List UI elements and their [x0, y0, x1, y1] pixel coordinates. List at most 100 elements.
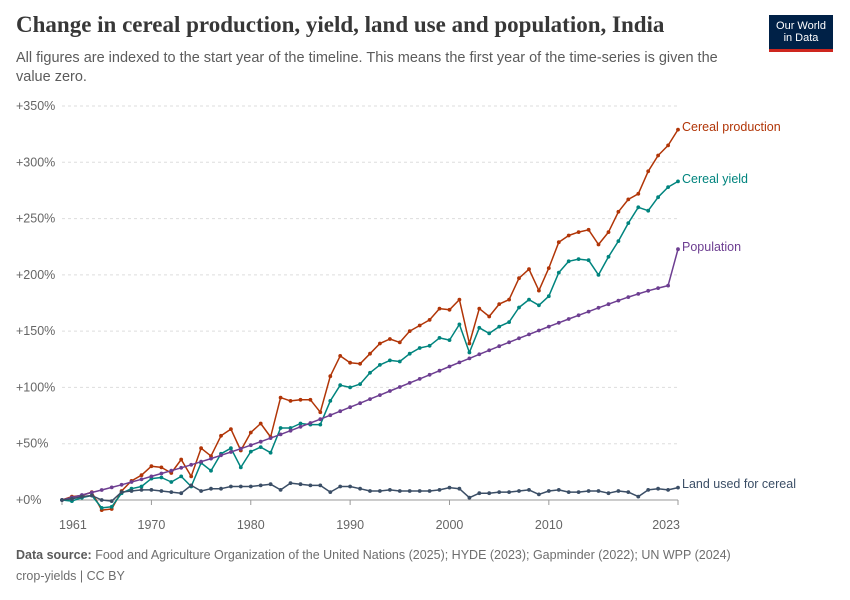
series-label: Land used for cereal	[682, 477, 796, 491]
data-point	[537, 492, 541, 497]
data-point	[278, 432, 283, 437]
data-point	[318, 417, 323, 422]
data-point	[467, 341, 472, 346]
data-point	[397, 489, 402, 493]
credit-line[interactable]: crop-yields | CC BY	[16, 569, 125, 583]
data-point	[576, 313, 581, 318]
data-point	[338, 383, 343, 388]
data-point	[566, 259, 571, 264]
data-point	[308, 483, 313, 488]
data-point	[407, 329, 412, 333]
data-point	[318, 410, 323, 415]
data-point	[527, 297, 531, 302]
data-point	[487, 348, 492, 353]
data-point	[427, 372, 432, 377]
data-point	[388, 389, 392, 393]
data-point	[636, 494, 641, 499]
data-point	[437, 306, 442, 311]
data-point	[169, 480, 174, 484]
data-point	[169, 490, 174, 494]
data-point	[636, 292, 641, 296]
data-point	[507, 490, 511, 494]
data-point	[268, 436, 273, 440]
data-point	[397, 359, 402, 364]
data-point	[89, 493, 94, 498]
data-point	[656, 195, 660, 200]
data-point	[209, 486, 213, 491]
data-point	[99, 488, 104, 492]
data-point	[209, 468, 213, 473]
data-point	[546, 266, 551, 270]
data-point	[199, 459, 204, 464]
data-point	[646, 488, 651, 492]
data-point	[328, 374, 333, 379]
data-point	[566, 317, 571, 321]
data-point	[457, 322, 462, 327]
data-point	[159, 475, 164, 480]
data-point	[586, 227, 591, 232]
series-line	[61, 129, 679, 511]
data-point	[368, 370, 372, 375]
data-point	[119, 482, 124, 487]
data-point	[477, 325, 482, 330]
data-point	[407, 381, 412, 385]
data-point	[646, 288, 651, 293]
data-point	[139, 484, 144, 489]
source-text[interactable]: Food and Agriculture Organization of the…	[95, 548, 731, 562]
data-point	[596, 242, 601, 247]
series-label: Population	[682, 240, 741, 254]
data-point	[556, 240, 561, 245]
data-point	[517, 336, 521, 341]
data-point	[388, 488, 392, 492]
data-point	[99, 498, 104, 502]
data-point	[447, 485, 452, 490]
data-point	[586, 489, 591, 493]
x-tick-label: 2000	[436, 518, 464, 532]
data-point	[537, 288, 541, 293]
data-point	[378, 341, 382, 346]
data-point	[99, 506, 104, 510]
data-point	[606, 254, 611, 259]
data-point	[417, 377, 422, 381]
owid-logo[interactable]: Our World in Data	[769, 15, 833, 52]
data-point	[129, 480, 134, 484]
x-tick-label: 1961	[59, 518, 87, 532]
data-point	[457, 297, 462, 302]
data-point	[467, 356, 472, 361]
data-point	[676, 179, 680, 184]
data-point	[338, 484, 343, 489]
data-point	[159, 489, 164, 493]
data-point	[636, 205, 641, 210]
data-point	[278, 395, 283, 400]
data-point	[407, 351, 412, 356]
data-point	[507, 320, 511, 324]
data-point	[477, 491, 482, 496]
data-point	[646, 169, 651, 174]
data-point	[497, 344, 502, 349]
data-point	[238, 446, 243, 451]
data-point	[616, 209, 621, 214]
data-point	[268, 482, 273, 487]
data-point	[238, 484, 243, 489]
data-point	[477, 352, 482, 357]
y-tick-label: +250%	[16, 212, 55, 226]
data-point	[576, 257, 581, 261]
data-point	[556, 488, 561, 492]
data-point	[298, 397, 303, 402]
data-point	[199, 489, 204, 493]
data-point	[626, 221, 631, 226]
data-point	[497, 302, 502, 306]
data-point	[586, 258, 591, 263]
data-point	[159, 471, 164, 476]
data-point	[318, 483, 323, 488]
data-point	[248, 443, 253, 448]
data-point	[527, 332, 531, 337]
data-point	[298, 482, 303, 487]
data-point	[656, 486, 660, 491]
data-point	[219, 433, 223, 438]
data-point	[189, 474, 194, 479]
x-tick-label: 2010	[535, 518, 563, 532]
data-point	[358, 382, 362, 386]
data-point	[666, 185, 670, 190]
data-point	[427, 318, 432, 322]
